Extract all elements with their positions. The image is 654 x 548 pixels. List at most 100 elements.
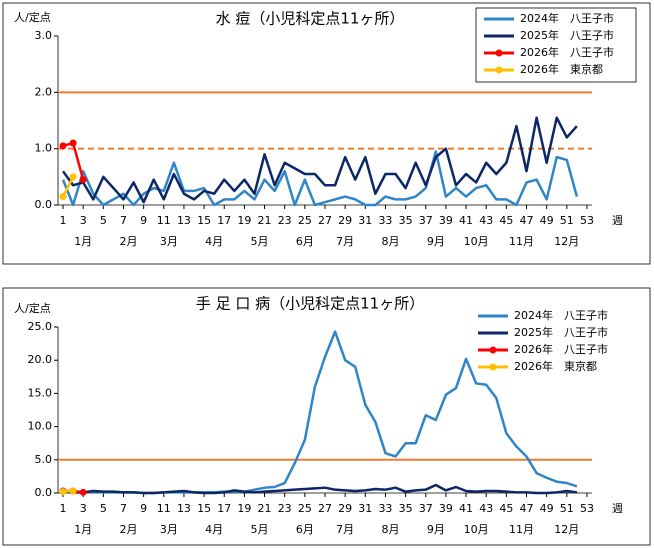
month-label: 9月 [427,523,445,536]
month-label: 2月 [120,235,138,248]
series-line [63,330,578,495]
x-tick-label: 47 [520,502,534,515]
month-label: 1月 [74,235,92,248]
x-tick-label: 7 [120,214,127,227]
x-tick-label: 39 [439,502,453,515]
x-tick-label: 37 [419,214,433,227]
y-tick-label: 0.0 [35,198,53,211]
month-label: 12月 [554,235,579,248]
chart-frame [2,2,651,265]
x-tick-label: 3 [80,214,87,227]
month-label: 6月 [296,523,314,536]
month-label: 1月 [74,523,92,536]
x-tick-label: 51 [560,214,574,227]
x-tick-label: 21 [258,502,272,515]
chart-title: 水 痘（小児科定点11ヶ所） [216,10,405,28]
x-tick-label: 31 [358,502,372,515]
month-label: 2月 [120,523,138,536]
month-label: 7月 [336,523,354,536]
y-tick-label: 3.0 [35,29,53,42]
x-tick-label: 41 [459,214,473,227]
month-label: 10月 [464,235,489,248]
x-tick-label: 23 [278,502,292,515]
x-tick-label: 15 [197,502,211,515]
legend-label: 2024年 八王子市 [514,308,608,322]
x-tick-label: 23 [278,214,292,227]
month-label: 5月 [251,235,269,248]
month-label: 4月 [205,523,223,536]
x-tick-label: 41 [459,502,473,515]
x-tick-label: 1 [60,214,67,227]
x-tick-label: 49 [540,214,554,227]
x-tick-label: 49 [540,502,554,515]
x-tick-label: 33 [378,214,392,227]
point [59,488,67,496]
x-tick-label: 29 [338,502,352,515]
x-tick-label: 43 [479,214,493,227]
x-tick-label: 45 [499,214,513,227]
x-tick-label: 25 [298,214,312,227]
x-tick-label: 35 [399,214,413,227]
chart-title: 手 足 口 病（小児科定点11ヶ所） [196,295,424,313]
point [59,193,67,201]
y-axis-label: 人/定点 [14,10,51,24]
x-tick-label: 13 [177,214,191,227]
legend-label: 2026年 東京都 [520,62,603,76]
point [69,487,77,495]
y-tick-label: 15.0 [28,386,53,399]
y-tick-label: 0.0 [35,486,53,499]
y-tick-label: 1.0 [35,142,53,155]
point [79,176,87,184]
y-tick-label: 20.0 [28,353,53,366]
x-tick-label: 11 [157,214,171,227]
legend-label: 2025年 八王子市 [514,325,608,339]
legend-label: 2026年 八王子市 [514,342,608,356]
x-tick-label: 19 [237,502,251,515]
y-tick-label: 25.0 [28,320,53,333]
month-label: 5月 [251,523,269,536]
month-label: 8月 [381,235,399,248]
x-tick-label: 11 [157,502,171,515]
x-tick-label: 29 [338,214,352,227]
x-tick-label: 51 [560,502,574,515]
x-tick-label: 21 [258,214,272,227]
y-tick-label: 10.0 [28,420,53,433]
x-tick-label: 15 [197,214,211,227]
x-tick-label: 13 [177,502,191,515]
x-tick-label: 35 [399,502,413,515]
month-label: 11月 [509,235,534,248]
x-tick-label: 37 [419,502,433,515]
point [69,139,77,147]
month-label: 3月 [160,523,178,536]
x-tick-label: 17 [217,502,231,515]
x-tick-label: 27 [318,214,332,227]
x-tick-label: 19 [237,214,251,227]
legend-marker [495,49,503,57]
legend-label: 2026年 東京都 [514,359,597,373]
month-label: 3月 [160,235,178,248]
x-tick-label: 53 [580,502,594,515]
legend-marker [489,363,497,371]
x-tick-label: 7 [120,502,127,515]
x-tick-label: 45 [499,502,513,515]
y-axis-label: 人/定点 [14,301,51,315]
month-label: 6月 [296,235,314,248]
x-tick-label: 39 [439,214,453,227]
x-tick-label: 1 [60,502,67,515]
series-line [62,116,578,204]
month-label: 4月 [205,235,223,248]
legend-marker [489,346,497,354]
month-label: 8月 [381,523,399,536]
x-tick-label: 27 [318,502,332,515]
series-line [62,483,578,495]
x-tick-label: 17 [217,214,231,227]
x-tick-label: 47 [520,214,534,227]
month-label: 10月 [464,523,489,536]
month-label: 12月 [554,523,579,536]
x-tick-label: 33 [378,502,392,515]
x-tick-label: 5 [100,214,107,227]
point [59,142,67,150]
month-label: 9月 [427,235,445,248]
